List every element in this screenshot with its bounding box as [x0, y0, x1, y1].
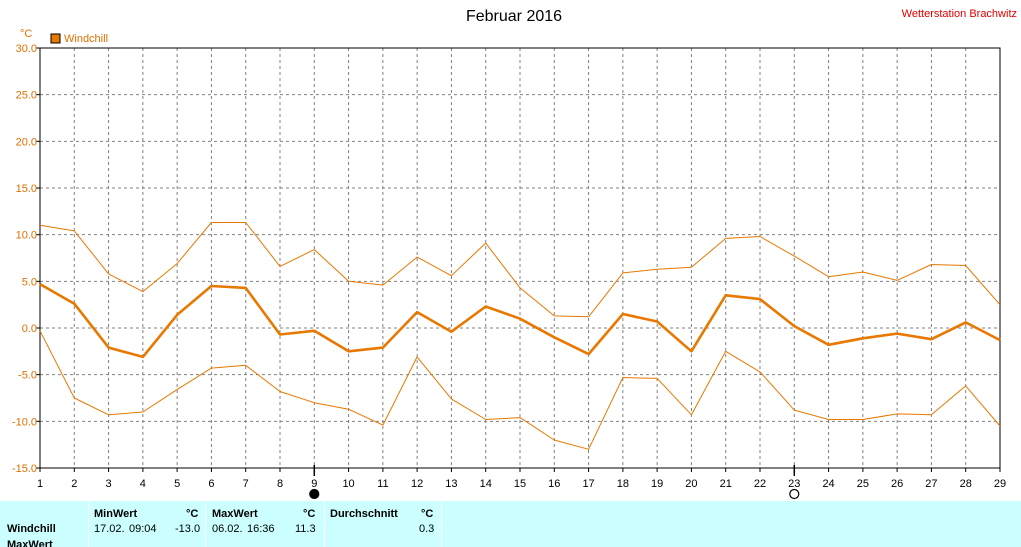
min-unit: °C — [186, 508, 199, 520]
stats-divider — [88, 501, 89, 547]
x-tick-label: 2 — [71, 478, 77, 490]
x-tick-label: 16 — [548, 478, 560, 490]
new-moon-marker — [789, 488, 800, 500]
avg-unit: °C — [421, 508, 434, 520]
x-tick-label: 5 — [174, 478, 180, 490]
series-line-avg — [39, 282, 1001, 359]
x-tick-label: 12 — [411, 478, 423, 490]
x-tick-label: 15 — [514, 478, 526, 490]
min-value: -13.0 — [175, 523, 201, 535]
min-header: MinWert — [94, 508, 138, 520]
y-tick-label: 30.0 — [16, 43, 37, 55]
x-tick-label: 23 — [788, 478, 800, 490]
max-header: MaxWert — [212, 508, 258, 520]
series-line-max — [39, 222, 1001, 318]
y-axis: 30.0 25.0 20.0 15.0 10.0 5.0 0.0 -5.0 -10.0 -15.0 — [12, 43, 40, 475]
y-tick-label: 0.0 — [22, 323, 37, 335]
row-label-2: MaxWert — [7, 539, 53, 547]
windchill-chart: Februar 2016 Wetterstation Brachwitz °C … — [12, 8, 1017, 500]
stats-divider — [205, 501, 206, 547]
x-axis: 1 2 3 4 5 6 7 8 9 10 11 12 13 14 15 16 17 18 19 20 21 22 23 24 2… — [37, 468, 1006, 490]
avg-header: Durchschnitt — [330, 508, 398, 520]
y-tick-label: 10.0 — [16, 230, 37, 242]
max-value: 11.3 — [295, 523, 316, 535]
legend-swatch — [50, 33, 61, 44]
min-time: 09:04 — [129, 523, 157, 535]
station-name: Wetterstation Brachwitz — [902, 8, 1017, 20]
plot-frame — [39, 47, 1001, 469]
x-tick-label: 19 — [651, 478, 663, 490]
x-tick-label: 29 — [994, 478, 1006, 490]
y-tick-label: 25.0 — [16, 90, 37, 102]
x-tick-label: 6 — [208, 478, 214, 490]
x-tick-label: 25 — [857, 478, 869, 490]
x-tick-label: 24 — [822, 478, 834, 490]
x-tick-label: 20 — [685, 478, 697, 490]
legend-label: Windchill — [64, 33, 108, 45]
max-time: 16:36 — [247, 523, 275, 535]
grid — [40, 48, 1000, 468]
y-tick-label: -15.0 — [12, 463, 37, 475]
x-tick-label: 11 — [377, 478, 388, 490]
series-group — [39, 222, 1001, 450]
y-tick-label: 15.0 — [16, 183, 37, 195]
x-tick-label: 1 — [37, 478, 43, 490]
stats-divider — [324, 501, 325, 547]
x-tick-label: 4 — [140, 478, 146, 490]
series-line-min — [39, 330, 1001, 450]
y-tick-label: 20.0 — [16, 136, 37, 148]
row-label: Windchill — [7, 523, 56, 535]
min-date: 17.02. — [94, 523, 125, 535]
y-tick-label: -10.0 — [12, 416, 37, 428]
x-tick-label: 10 — [342, 478, 354, 490]
y-tick-label: -5.0 — [18, 370, 37, 382]
x-tick-label: 8 — [277, 478, 283, 490]
x-tick-label: 28 — [960, 478, 972, 490]
y-unit-label: °C — [20, 28, 32, 40]
moon-markers — [309, 465, 800, 500]
max-date: 06.02. — [212, 523, 243, 535]
x-tick-label: 7 — [243, 478, 249, 490]
x-tick-label: 18 — [617, 478, 629, 490]
x-tick-label: 17 — [582, 478, 594, 490]
x-tick-label: 3 — [106, 478, 112, 490]
x-tick-label: 22 — [754, 478, 766, 490]
avg-value: 0.3 — [419, 523, 435, 535]
stats-panel: MinWert °C MaxWert °C Durchschnitt °C Wi… — [0, 501, 1021, 547]
x-tick-label: 13 — [445, 478, 457, 490]
full-moon-marker — [309, 488, 320, 500]
chart-title: Februar 2016 — [466, 8, 562, 25]
x-tick-label: 27 — [925, 478, 937, 490]
x-tick-label: 9 — [311, 478, 317, 490]
x-tick-label: 26 — [891, 478, 903, 490]
x-tick-label: 21 — [720, 478, 732, 490]
stats-divider — [441, 501, 442, 547]
x-tick-label: 14 — [480, 478, 492, 490]
y-tick-label: 5.0 — [22, 276, 37, 288]
max-unit: °C — [303, 508, 316, 520]
